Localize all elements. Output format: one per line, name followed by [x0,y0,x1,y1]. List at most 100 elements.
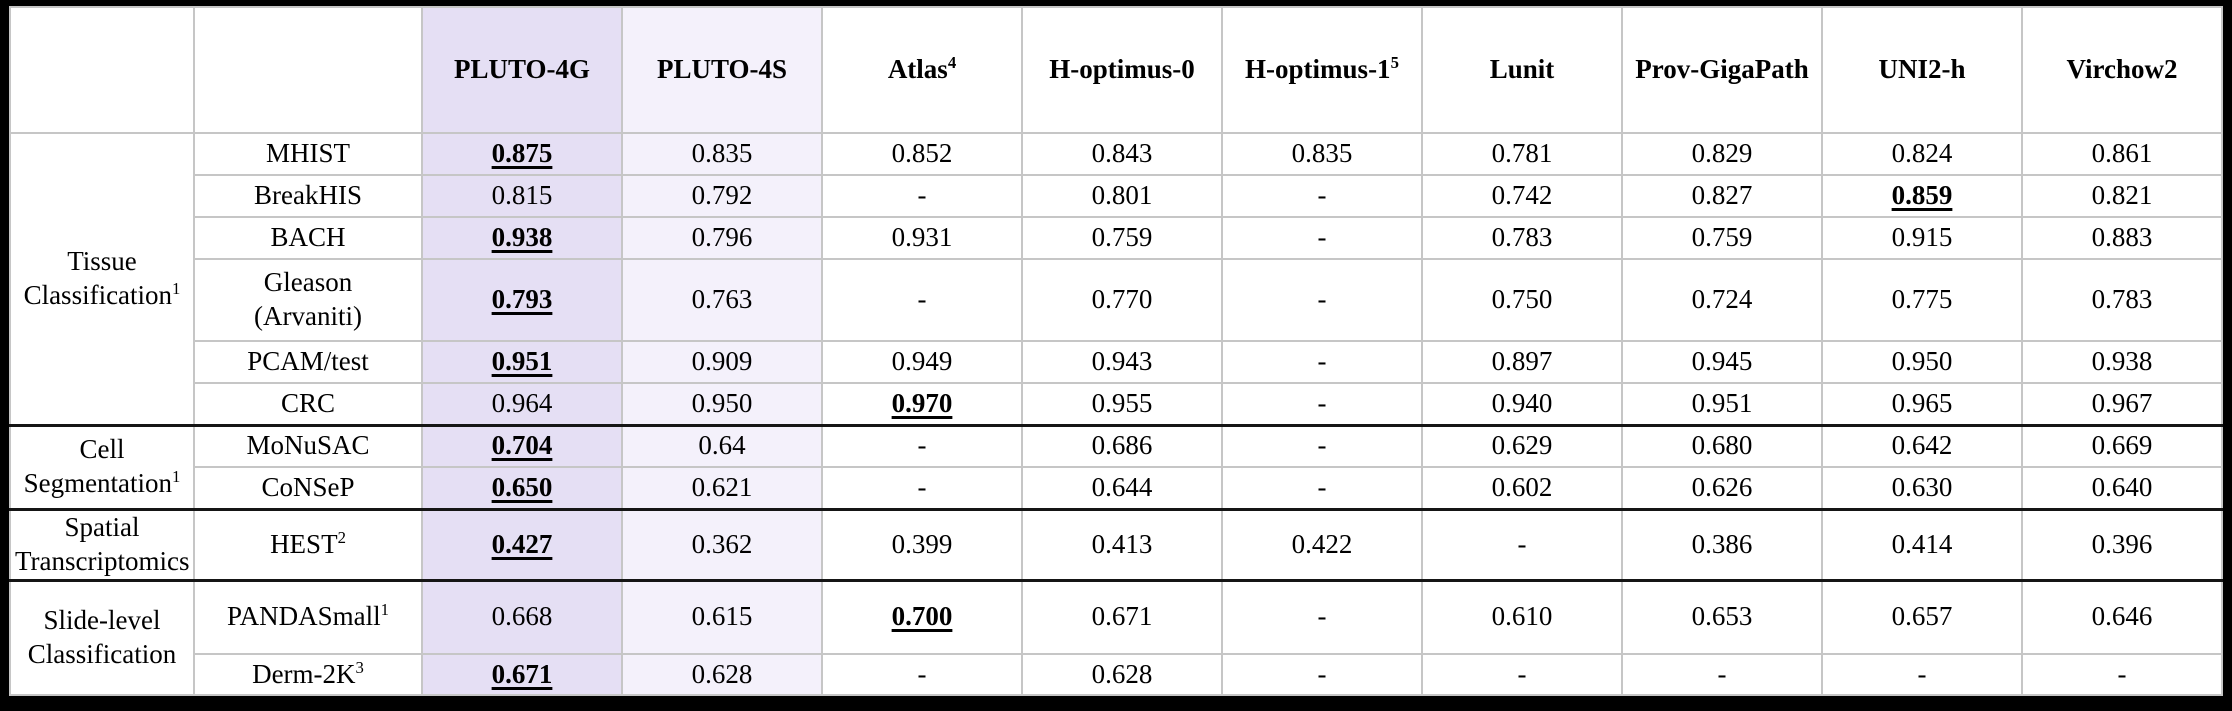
score-cell: 0.835 [1221,132,1423,176]
table-row: BACH 0.938 0.796 0.931 0.759-0.783 0.759 0.915… [10,216,2223,260]
score-cell: 0.852 [821,132,1023,176]
score-cell: 0.422 [1221,507,1423,581]
score-cell: 0.653 [1621,578,1823,655]
best-score: 0.938 [491,222,553,253]
score-cell: - [1221,382,1423,426]
score-cell: 0.951 [1621,382,1823,426]
score-cell: - [1821,653,2023,696]
footnote-superscript: 1 [172,467,181,486]
score-cell: 0.671 [421,653,623,696]
best-score: 0.793 [491,284,553,315]
best-score: 0.970 [891,387,953,418]
score-cell: 0.669 [2021,423,2223,468]
score-cell: - [2021,653,2223,696]
score-cell: 0.875 [421,132,623,176]
score-cell: 0.610 [1421,578,1623,655]
table-row: Tissue Classification1 MHIST 0.875 0.835 0.8… [9,132,2223,426]
score-cell: 0.742 [1421,174,1623,218]
best-score: 0.859 [1891,180,1953,211]
best-score: 0.671 [491,658,553,689]
score-cell: - [1221,466,1423,510]
column-header-lunit: Lunit [1421,6,1623,134]
column-header-virchow2: Virchow2 [2021,6,2223,134]
table-row: CRC 0.964 0.950 0.970 0.955-0.940 0.951 0.965 0… [10,382,2223,426]
score-cell: 0.621 [621,466,823,510]
score-cell: 0.931 [821,216,1023,260]
score-cell: 0.626 [1621,466,1823,510]
corner-empty-cell [193,6,423,134]
dataset-cell: BreakHIS [193,174,423,218]
score-cell: 0.724 [1621,258,1823,342]
footnote-superscript: 1 [172,278,181,298]
score-cell: 0.964 [421,382,623,426]
score-cell: - [1221,258,1423,342]
dataset-cell: CRC [193,382,423,426]
score-cell: 0.793 [421,258,623,342]
score-cell: 0.657 [1821,578,2023,655]
score-cell: 0.413 [1021,507,1223,581]
column-header-h-optimus-1: H-optimus-15 [1221,6,1423,134]
score-cell: 0.783 [2021,258,2223,342]
score-cell: 0.628 [1021,653,1223,696]
best-score: 0.427 [491,528,553,559]
column-header-h-optimus-0: H-optimus-0 [1021,6,1223,134]
score-cell: 0.644 [1021,466,1223,510]
score-cell: 0.829 [1621,132,1823,176]
score-cell: 0.414 [1821,507,2023,581]
benchmark-table: PLUTO-4G PLUTO-4S Atlas4 H-optimus-0 H-optim… [9,6,2223,696]
column-header-pluto-4s: PLUTO-4S [621,6,823,134]
score-cell: 0.897 [1421,340,1623,384]
score-cell: 0.763 [621,258,823,342]
score-cell: - [821,258,1023,342]
dataset-cell: PANDASmall1 [193,578,423,655]
table-header: PLUTO-4G PLUTO-4S Atlas4 H-optimus-0 H-optim… [9,6,2223,134]
table-row: Slide-level Classification PANDASmall1 0.6… [9,578,2223,696]
score-cell: 0.796 [621,216,823,260]
score-cell: 0.629 [1421,423,1623,468]
score-cell: 0.630 [1821,466,2023,510]
score-cell: 0.700 [821,578,1023,655]
score-cell: 0.750 [1421,258,1623,342]
score-cell: 0.680 [1621,423,1823,468]
dataset-cell: Gleason (Arvaniti) [193,258,423,342]
score-cell: - [821,466,1023,510]
score-cell: 0.965 [1821,382,2023,426]
score-cell: 0.915 [1821,216,2023,260]
score-cell: 0.642 [1821,423,2023,468]
score-cell: 0.792 [621,174,823,218]
column-header-prov-gigapath: Prov-GigaPath [1621,6,1823,134]
table-row: Derm-2K3 0.671 0.628-0.628- - - - - [10,653,2223,696]
score-cell: - [1621,653,1823,696]
dataset-cell: Derm-2K3 [193,653,423,696]
score-cell: 0.628 [621,653,823,696]
table-row: Spatial Transcriptomics HEST2 0.427 0.362 0.… [9,507,2223,581]
score-cell: 0.671 [1021,578,1223,655]
table-body: Tissue Classification1 MHIST 0.875 0.835 0.8… [9,132,2223,696]
score-cell: 0.821 [2021,174,2223,218]
score-cell: 0.686 [1021,423,1223,468]
score-cell: - [1421,653,1623,696]
footnote-superscript: 5 [1390,53,1399,73]
score-cell: 0.770 [1021,258,1223,342]
score-cell: - [821,423,1023,468]
dataset-cell: PCAM/test [193,340,423,384]
score-cell: - [1221,174,1423,218]
score-cell: 0.945 [1621,340,1823,384]
score-cell: 0.815 [421,174,623,218]
score-cell: 0.668 [421,578,623,655]
best-score: 0.704 [491,430,553,461]
score-cell: 0.399 [821,507,1023,581]
score-cell: 0.781 [1421,132,1623,176]
best-score: 0.951 [491,346,553,377]
score-cell: 0.949 [821,340,1023,384]
column-header-uni2-h: UNI2-h [1821,6,2023,134]
score-cell: 0.783 [1421,216,1623,260]
score-cell: 0.615 [621,578,823,655]
dataset-cell: MHIST [193,132,423,176]
column-header-pluto-4g: PLUTO-4G [421,6,623,134]
score-cell: 0.970 [821,382,1023,426]
table-row: BreakHIS 0.815 0.792-0.801-0.742 0.827 0.859… [10,174,2223,218]
footnote-superscript: 1 [380,600,389,620]
score-cell: 0.859 [1821,174,2023,218]
table-row: CoNSeP 0.650 0.621-0.644-0.602 0.626 0.630 0.… [10,466,2223,510]
